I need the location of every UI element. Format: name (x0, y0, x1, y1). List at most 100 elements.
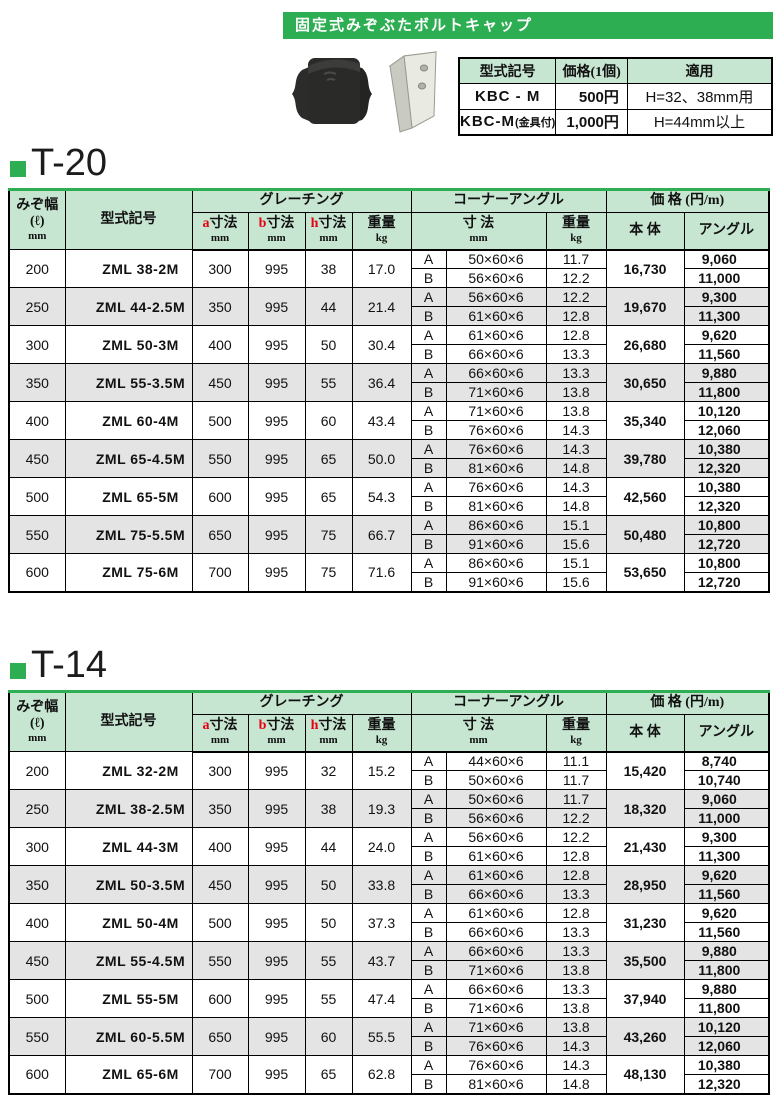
col-angle-weight: 重量 kg (545, 714, 607, 753)
t20-table-header: みぞ幅 (ℓ) mm 型式記号 グレーチング コーナーアングル 価 格 (円/m… (8, 189, 770, 251)
dim-h-cell: 65 (304, 1055, 353, 1094)
angle-price-cell: 10,120 (683, 1017, 770, 1037)
unit-mm: mm (210, 734, 230, 747)
body-price-cell: 15,420 (605, 751, 685, 790)
model-code-cell: ZML 50-4M (64, 903, 193, 942)
groove-width-line1: みぞ幅 (16, 197, 59, 213)
angle-type-cell: A (410, 553, 447, 573)
model-code-cell: ZML 65-5M (64, 477, 193, 516)
angle-price-cell: 11,300 (683, 846, 770, 866)
angle-dim-cell: 56×60×6 (445, 808, 547, 828)
groove-width-cell: 350 (8, 363, 66, 402)
grating-weight-cell: 37.3 (351, 903, 412, 942)
col-angle-weight: 重量 kg (545, 212, 607, 251)
table-row: 250 ZML 38-2.5M 350 995 38 19.3 A 50×60×6 11.7 18… (8, 789, 770, 828)
dim-b-letter: b (258, 718, 267, 734)
table-row: B 91×60×6 15.6 12,720 (9, 572, 770, 592)
grating-weight-cell: 19.3 (351, 789, 412, 828)
angle-type-cell: B (410, 998, 447, 1018)
angle-price-cell: 9,620 (683, 865, 770, 885)
unit-mm: mm (469, 734, 488, 747)
weight-label: 重量 (367, 216, 396, 232)
unit-mm: mm (319, 734, 338, 747)
angle-dim-cell: 50×60×6 (445, 770, 547, 790)
angle-dim-cell: 61×60×6 (445, 306, 547, 326)
angle-price-cell: 11,560 (683, 922, 770, 942)
dim-b-cell: 995 (247, 789, 306, 828)
dim-b-cell: 995 (247, 363, 306, 402)
col-angle-price: アングル (683, 212, 770, 251)
table-row: 450 ZML 65-4.5M 550 995 65 50.0 A 76×60×6 14.3 39… (8, 439, 770, 478)
model-code-cell: ZML 50-3.5M (64, 865, 193, 904)
col-groove-width: みぞ幅 (ℓ) mm (8, 691, 66, 752)
body-price-cell: 39,780 (605, 439, 685, 478)
dim-h-cell: 65 (304, 477, 353, 516)
angle-weight-cell: 12.2 (545, 808, 607, 828)
angle-price-cell: 11,560 (683, 884, 770, 904)
angle-dim-cell: 66×60×6 (445, 922, 547, 942)
dim-h-cell: 38 (304, 789, 353, 828)
body-price-cell: 31,230 (605, 903, 685, 942)
angle-type-cell: B (410, 1074, 447, 1094)
dim-a-cell: 500 (191, 401, 249, 440)
groove-width-cell: 300 (8, 827, 66, 866)
dim-h-cell: 44 (304, 287, 353, 326)
dim-a-cell: 350 (191, 789, 249, 828)
groove-width-cell: 400 (8, 401, 66, 440)
angle-dim-cell: 61×60×6 (445, 903, 547, 923)
angle-dim-cell: 71×60×6 (445, 960, 547, 980)
angle-price-cell: 12,320 (683, 1074, 770, 1094)
dim-a-cell: 550 (191, 439, 249, 478)
cap-table-row: KBC - M 500円 H=32、38mm用 (458, 82, 773, 110)
model-code-cell: ZML 60-5.5M (64, 1017, 193, 1056)
angle-price-cell: 11,560 (683, 344, 770, 364)
angle-type-cell: B (410, 960, 447, 980)
t20-table: みぞ幅 (ℓ) mm 型式記号 グレーチング コーナーアングル 価 格 (円/m… (8, 188, 771, 593)
grating-weight-cell: 21.4 (351, 287, 412, 326)
dim-a-cell: 400 (191, 827, 249, 866)
angle-type-cell: B (410, 306, 447, 326)
model-code-cell: ZML 55-4.5M (64, 941, 193, 980)
angle-dim-label: 寸 法 (462, 718, 495, 734)
dim-b-cell: 995 (247, 1055, 306, 1094)
model-code-cell: ZML 44-3M (64, 827, 193, 866)
unit-mm: mm (319, 232, 338, 245)
col-angle-price: アングル (683, 714, 770, 753)
angle-weight-cell: 14.8 (545, 458, 607, 478)
dim-a-cell: 450 (191, 865, 249, 904)
body-price-cell: 35,500 (605, 941, 685, 980)
angle-dim-cell: 50×60×6 (445, 249, 547, 269)
dim-h-cell: 65 (304, 439, 353, 478)
angle-dim-label: 寸 法 (462, 216, 495, 232)
groove-width-cell: 300 (8, 325, 66, 364)
angle-weight-cell: 12.8 (545, 306, 607, 326)
angle-weight-cell: 14.3 (545, 1055, 607, 1075)
groove-width-cell: 250 (8, 789, 66, 828)
dim-b-cell: 995 (247, 827, 306, 866)
groove-width-line1: みぞ幅 (16, 699, 59, 715)
angle-dim-cell: 76×60×6 (445, 420, 547, 440)
angle-weight-cell: 13.3 (545, 941, 607, 961)
angle-dim-cell: 76×60×6 (445, 1055, 547, 1075)
dim-h-cell: 38 (304, 249, 353, 288)
dim-b-cell: 995 (247, 903, 306, 942)
section-title: T-14 (31, 644, 108, 686)
table-row: B 66×60×6 13.3 11,560 (9, 922, 770, 942)
dim-word: 寸法 (266, 216, 295, 232)
angle-price-cell: 9,620 (683, 903, 770, 923)
col-dim-b: b寸法 mm (247, 212, 306, 251)
grating-weight-cell: 71.6 (351, 553, 412, 592)
table-row: 250 ZML 44-2.5M 350 995 44 21.4 A 56×60×6 12.2 19… (8, 287, 770, 326)
grating-weight-cell: 33.8 (351, 865, 412, 904)
dim-a-letter: a (202, 718, 210, 734)
dim-word: 寸法 (209, 216, 238, 232)
angle-weight-cell: 14.3 (545, 420, 607, 440)
angle-weight-cell: 13.3 (545, 344, 607, 364)
dim-h-cell: 50 (304, 865, 353, 904)
body-price-cell: 19,670 (605, 287, 685, 326)
angle-weight-cell: 13.3 (545, 979, 607, 999)
angle-type-cell: A (410, 477, 447, 497)
angle-weight-cell: 12.8 (545, 865, 607, 885)
angle-type-cell: B (410, 458, 447, 478)
angle-type-cell: A (410, 439, 447, 459)
